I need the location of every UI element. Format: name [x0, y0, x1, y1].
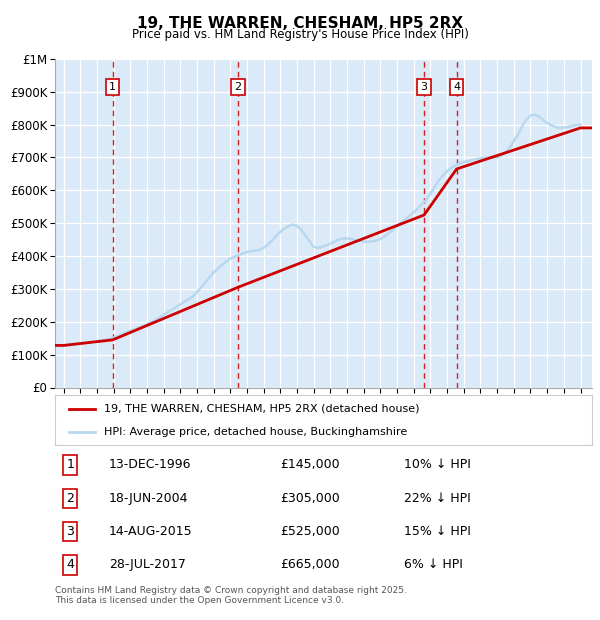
Text: 2: 2: [235, 82, 242, 92]
Text: £305,000: £305,000: [281, 492, 340, 505]
Text: 18-JUN-2004: 18-JUN-2004: [109, 492, 188, 505]
Text: £665,000: £665,000: [281, 559, 340, 572]
Text: 6% ↓ HPI: 6% ↓ HPI: [404, 559, 463, 572]
Text: 1: 1: [66, 458, 74, 471]
Text: 22% ↓ HPI: 22% ↓ HPI: [404, 492, 471, 505]
Text: 13-DEC-1996: 13-DEC-1996: [109, 458, 191, 471]
Text: Contains HM Land Registry data © Crown copyright and database right 2025.
This d: Contains HM Land Registry data © Crown c…: [55, 586, 407, 605]
Text: HPI: Average price, detached house, Buckinghamshire: HPI: Average price, detached house, Buck…: [104, 427, 407, 437]
Text: £525,000: £525,000: [281, 525, 340, 538]
Text: 19, THE WARREN, CHESHAM, HP5 2RX (detached house): 19, THE WARREN, CHESHAM, HP5 2RX (detach…: [104, 404, 419, 414]
Text: Price paid vs. HM Land Registry's House Price Index (HPI): Price paid vs. HM Land Registry's House …: [131, 28, 469, 41]
Text: 19, THE WARREN, CHESHAM, HP5 2RX: 19, THE WARREN, CHESHAM, HP5 2RX: [137, 16, 463, 30]
Text: 4: 4: [66, 559, 74, 572]
Text: 3: 3: [66, 525, 74, 538]
Text: 3: 3: [421, 82, 428, 92]
Text: 28-JUL-2017: 28-JUL-2017: [109, 559, 186, 572]
Text: 15% ↓ HPI: 15% ↓ HPI: [404, 525, 471, 538]
Text: 10% ↓ HPI: 10% ↓ HPI: [404, 458, 471, 471]
Text: 14-AUG-2015: 14-AUG-2015: [109, 525, 193, 538]
Text: 2: 2: [66, 492, 74, 505]
Text: 4: 4: [453, 82, 460, 92]
Text: 1: 1: [109, 82, 116, 92]
Text: £145,000: £145,000: [281, 458, 340, 471]
